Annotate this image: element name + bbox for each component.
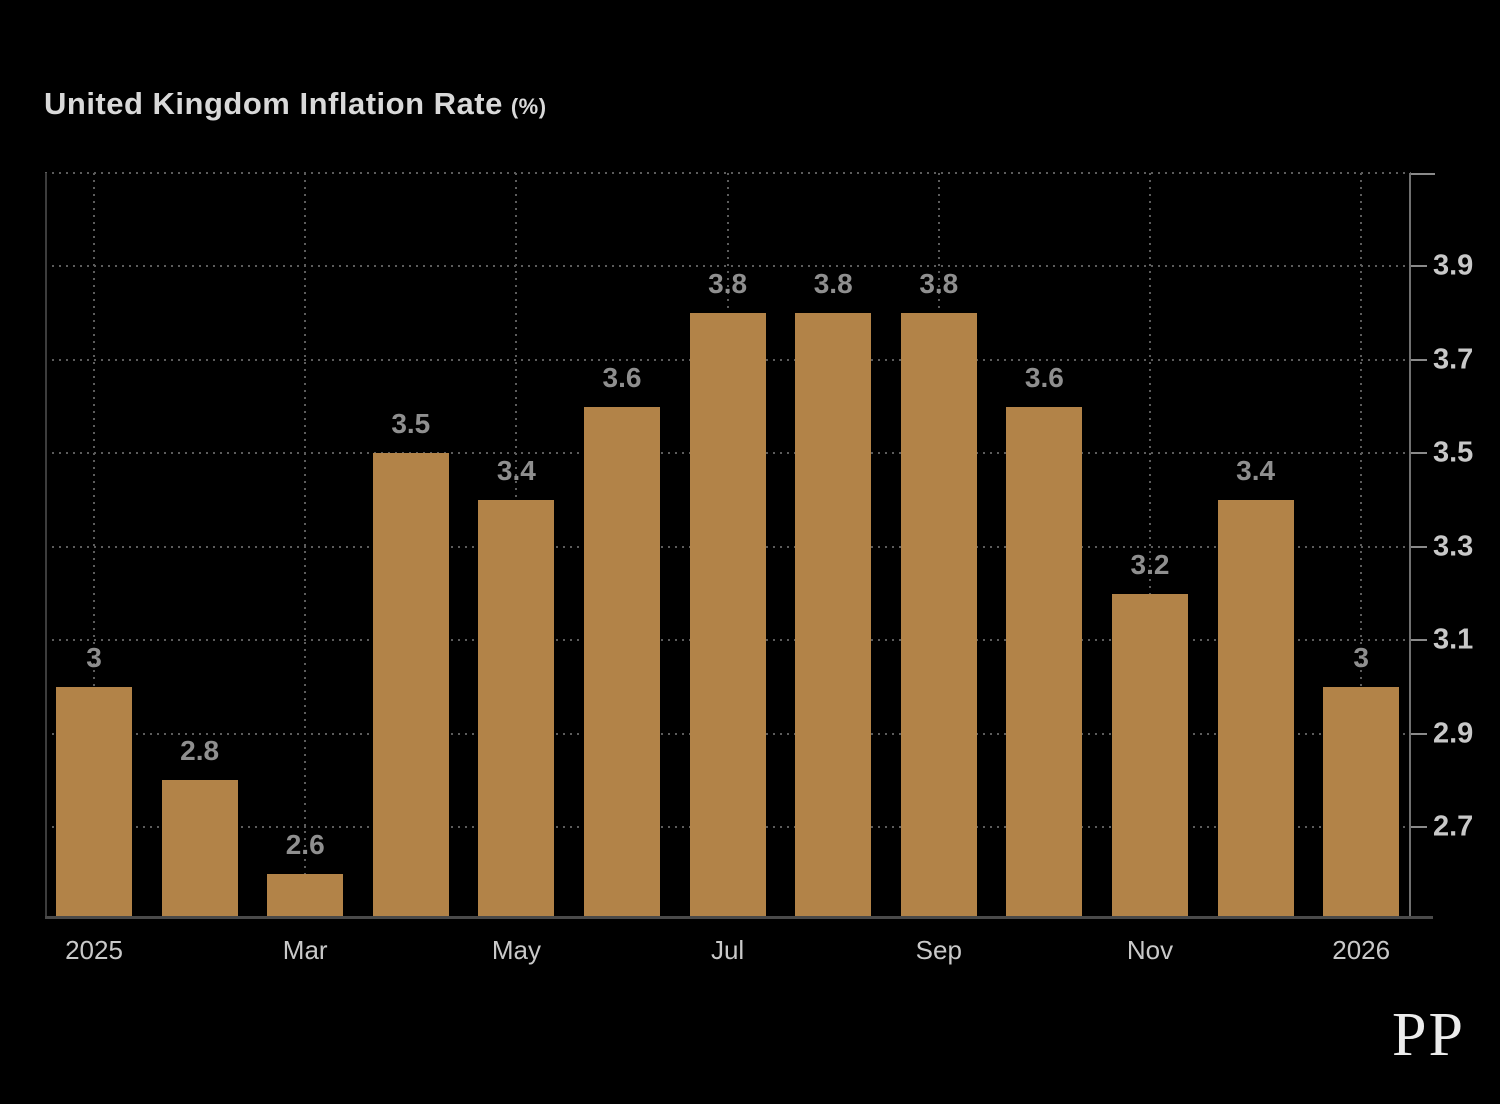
bar-value-label: 3.4 xyxy=(1236,455,1276,487)
x-tick-label: Sep xyxy=(915,935,962,965)
bar-value-label: 3.6 xyxy=(602,361,642,393)
bar[interactable] xyxy=(478,500,555,916)
y-tick-label: 2.9 xyxy=(1433,717,1474,750)
bar-value-label: 2.6 xyxy=(285,828,325,860)
bar[interactable] xyxy=(161,780,238,916)
y-tick-mark xyxy=(1411,265,1427,268)
bar[interactable] xyxy=(795,313,872,916)
bar-value-label: 3.8 xyxy=(708,268,748,300)
bar[interactable] xyxy=(1217,500,1294,916)
y-tick-label: 3.7 xyxy=(1433,343,1474,376)
bar[interactable] xyxy=(1323,687,1400,916)
bar-value-label: 3 xyxy=(86,642,102,674)
y-tick-mark xyxy=(1411,639,1427,642)
y-tick-label: 3.1 xyxy=(1433,623,1474,656)
bar-value-label: 3.5 xyxy=(391,408,431,440)
x-tick-label: 2025 xyxy=(65,935,123,965)
x-axis-labels-layer: 2025 Mar May Jul Sep Nov 2026 xyxy=(45,173,1411,965)
bar[interactable] xyxy=(56,687,132,916)
brand-logo: PP xyxy=(1392,1001,1465,1069)
y-tick-label: 3.5 xyxy=(1433,436,1474,469)
x-tick-label: May xyxy=(491,935,541,965)
bars-layer: 3 2.8 2.6 3.5 3.4 3.6 3.8 3.8 3.8 3.6 3.2 3.4 3 xyxy=(45,173,1411,916)
y-tick-label: 3.9 xyxy=(1433,249,1474,282)
bar-value-label: 3.8 xyxy=(919,268,959,300)
y-tick-mark xyxy=(1411,358,1427,361)
y-tick-label: 2.7 xyxy=(1433,810,1474,843)
x-tick-label: 2026 xyxy=(1332,935,1391,965)
right-axis-line xyxy=(1409,173,1411,916)
y-tick-mark xyxy=(1411,545,1427,548)
bar[interactable] xyxy=(1112,593,1188,916)
y-tick-label: 3.3 xyxy=(1433,530,1474,563)
bar-value-label: 3.2 xyxy=(1130,548,1170,580)
bar[interactable] xyxy=(689,313,766,916)
y-tick-mark xyxy=(1411,452,1427,455)
v-gridline xyxy=(1360,173,1363,916)
x-tick-label: Mar xyxy=(282,935,328,965)
bar[interactable] xyxy=(267,873,344,916)
bar[interactable] xyxy=(900,313,977,916)
bottom-axis-line xyxy=(45,916,1433,919)
v-gridline xyxy=(1149,173,1151,916)
bar-value-label: 3 xyxy=(1353,642,1369,674)
x-tick-label: Nov xyxy=(1126,935,1174,965)
bar-value-label: 2.8 xyxy=(180,735,220,767)
chart-title: United Kingdom Inflation Rate (%) xyxy=(44,86,547,122)
y-axis-ticks-layer xyxy=(45,173,1435,916)
bar[interactable] xyxy=(584,406,660,916)
y-axis-labels-layer: 2.7 2.9 3.1 3.3 3.5 3.7 3.9 xyxy=(45,173,1473,916)
x-tick-label: Jul xyxy=(710,935,745,965)
bar-value-label: 3.8 xyxy=(813,268,853,300)
v-gridline xyxy=(304,173,307,916)
bar-value-label: 3.4 xyxy=(496,455,536,487)
bar[interactable] xyxy=(372,453,449,916)
chart-title-unit: (%) xyxy=(510,94,547,119)
left-axis-line xyxy=(45,173,47,916)
v-gridline xyxy=(93,173,95,916)
bar-value-label: 3.6 xyxy=(1024,361,1064,393)
chart-title-text: United Kingdom Inflation Rate xyxy=(44,86,503,121)
y-tick-mark xyxy=(1411,732,1427,735)
y-tick-mark xyxy=(1411,173,1435,175)
bar[interactable] xyxy=(1006,406,1083,916)
plot-area: 3 2.8 2.6 3.5 3.4 3.6 3.8 3.8 3.8 3.6 3.2 3.4 3 2.7 2… xyxy=(45,172,1473,965)
y-tick-mark xyxy=(1411,826,1427,829)
